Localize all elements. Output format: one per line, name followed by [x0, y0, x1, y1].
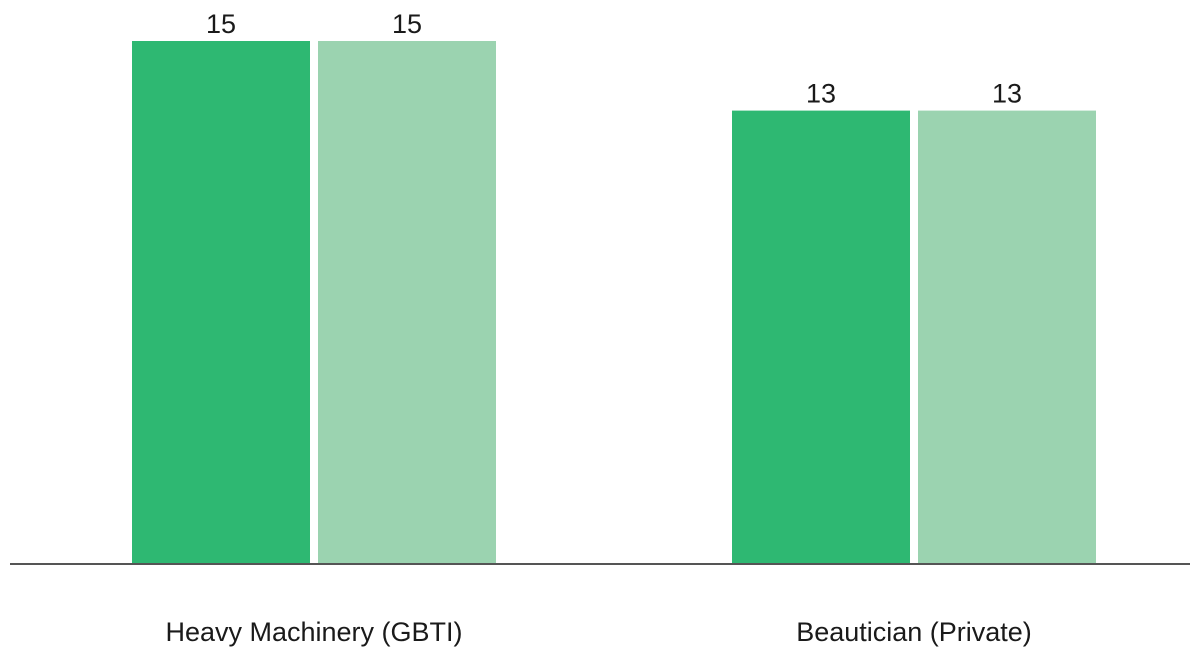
- bar-2-1: [732, 110, 910, 563]
- category-label-2: Beautician (Private): [796, 617, 1032, 647]
- category-label-1: Heavy Machinery (GBTI): [165, 617, 462, 647]
- value-label-1-1: 15: [206, 9, 236, 39]
- value-labels-group: 15 15 13 13: [206, 9, 1022, 109]
- bars-group: [132, 41, 1096, 563]
- bar-1-2: [318, 41, 496, 563]
- value-label-2-2: 13: [992, 79, 1022, 109]
- value-label-2-1: 13: [806, 79, 836, 109]
- category-labels-group: Heavy Machinery (GBTI) Beautician (Privat…: [165, 617, 1031, 647]
- bar-2-2: [918, 110, 1096, 563]
- bar-1-1: [132, 41, 310, 563]
- value-label-1-2: 15: [392, 9, 422, 39]
